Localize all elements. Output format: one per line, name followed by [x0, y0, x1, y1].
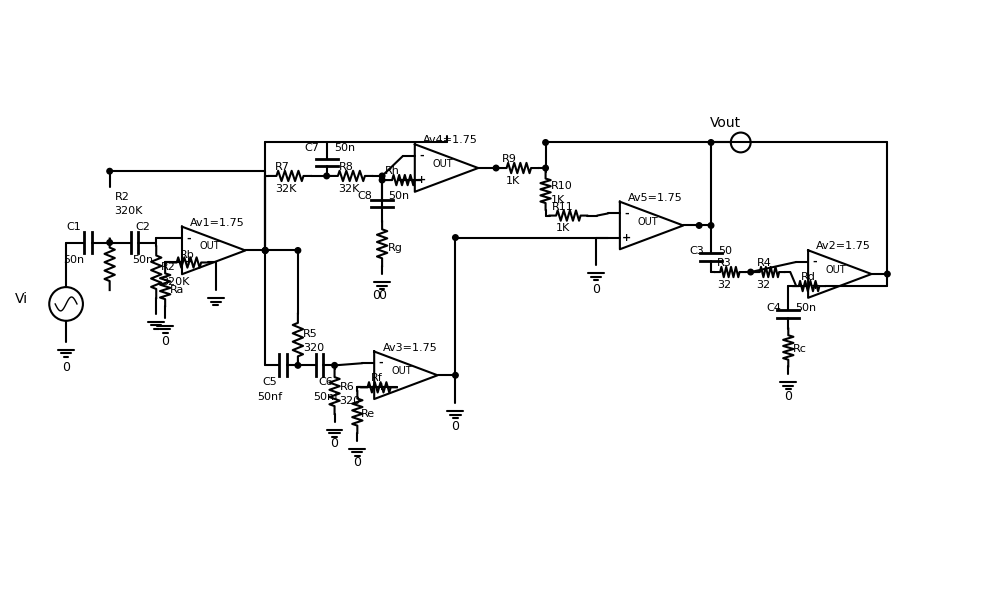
- Text: R3: R3: [717, 258, 732, 268]
- Text: OUT: OUT: [637, 216, 658, 226]
- Text: -: -: [419, 151, 424, 161]
- Circle shape: [453, 235, 458, 240]
- Circle shape: [262, 248, 268, 253]
- Text: 0: 0: [331, 437, 339, 450]
- Text: 320: 320: [340, 396, 361, 406]
- Circle shape: [708, 139, 714, 145]
- Circle shape: [379, 177, 385, 183]
- Text: 0: 0: [372, 289, 380, 302]
- Text: Vout: Vout: [710, 116, 741, 130]
- Text: +: +: [810, 281, 820, 291]
- Text: 320: 320: [303, 343, 324, 352]
- Text: 0: 0: [161, 335, 169, 348]
- Circle shape: [885, 271, 890, 277]
- Circle shape: [295, 362, 301, 368]
- Text: Ra: Ra: [170, 285, 184, 295]
- Text: R5: R5: [303, 328, 318, 339]
- Text: Rf: Rf: [371, 374, 383, 383]
- Text: C4: C4: [766, 303, 781, 313]
- Text: C8: C8: [357, 191, 372, 201]
- Text: 32K: 32K: [339, 184, 360, 194]
- Text: 50n: 50n: [335, 144, 356, 153]
- Text: R11: R11: [552, 201, 573, 212]
- Text: OUT: OUT: [432, 159, 453, 169]
- Text: 0: 0: [592, 283, 600, 296]
- Text: 320K: 320K: [115, 206, 143, 216]
- Text: 1K: 1K: [555, 224, 570, 234]
- Text: -: -: [813, 257, 817, 267]
- Text: 50n: 50n: [795, 303, 816, 313]
- Text: Re: Re: [361, 409, 375, 419]
- Text: Rb: Rb: [180, 250, 194, 260]
- Text: R6: R6: [340, 382, 354, 392]
- Circle shape: [453, 372, 458, 378]
- Text: 0: 0: [451, 420, 459, 433]
- Text: C1: C1: [67, 222, 81, 232]
- Text: OUT: OUT: [392, 367, 412, 376]
- Text: +: +: [622, 232, 631, 243]
- Text: R4: R4: [757, 258, 771, 268]
- Text: R2: R2: [161, 262, 176, 272]
- Text: C7: C7: [305, 144, 320, 153]
- Circle shape: [493, 165, 499, 171]
- Circle shape: [708, 223, 714, 228]
- Text: OUT: OUT: [199, 241, 220, 252]
- Text: R9: R9: [502, 154, 517, 164]
- Text: 32: 32: [757, 280, 771, 290]
- Text: Rg: Rg: [388, 243, 403, 253]
- Circle shape: [262, 248, 268, 253]
- Text: 0: 0: [62, 361, 70, 374]
- Text: 320K: 320K: [161, 277, 190, 287]
- Text: 50nf: 50nf: [313, 392, 338, 402]
- Circle shape: [696, 223, 702, 228]
- Text: 1K: 1K: [506, 176, 520, 186]
- Text: 0: 0: [353, 456, 361, 469]
- Text: R10: R10: [551, 181, 572, 191]
- Text: Av1=1.75: Av1=1.75: [190, 218, 245, 228]
- Text: -: -: [379, 358, 383, 368]
- Text: C3: C3: [689, 246, 704, 256]
- Text: 50nf: 50nf: [258, 392, 283, 402]
- Text: C6: C6: [318, 377, 333, 387]
- Text: -: -: [624, 209, 629, 219]
- Circle shape: [379, 173, 385, 179]
- Circle shape: [295, 248, 301, 253]
- Text: C5: C5: [263, 377, 278, 387]
- Circle shape: [748, 269, 753, 275]
- Circle shape: [107, 169, 112, 174]
- Circle shape: [107, 240, 112, 246]
- Text: 0: 0: [378, 289, 386, 302]
- Text: 32K: 32K: [275, 184, 296, 194]
- Circle shape: [332, 362, 337, 368]
- Circle shape: [262, 248, 268, 253]
- Text: Rd: Rd: [801, 272, 816, 282]
- Text: Av2=1.75: Av2=1.75: [816, 241, 871, 252]
- Circle shape: [543, 139, 548, 145]
- Text: 50n: 50n: [132, 255, 153, 265]
- Text: 50n: 50n: [388, 191, 409, 201]
- Circle shape: [543, 165, 548, 171]
- Text: 32: 32: [717, 280, 731, 290]
- Text: Vi: Vi: [15, 292, 28, 306]
- Text: 0: 0: [784, 390, 792, 402]
- Text: 1K: 1K: [551, 195, 565, 204]
- Text: Av5=1.75: Av5=1.75: [628, 193, 683, 203]
- Circle shape: [324, 173, 329, 179]
- Text: 50n: 50n: [63, 255, 85, 265]
- Text: +: +: [184, 257, 194, 268]
- Text: Rh: Rh: [385, 166, 400, 176]
- Text: R7: R7: [275, 162, 290, 172]
- Text: -: -: [187, 234, 191, 243]
- Text: +: +: [417, 175, 426, 185]
- Text: C2: C2: [135, 222, 150, 232]
- Text: Av4=1.75: Av4=1.75: [423, 135, 478, 145]
- Text: Rc: Rc: [793, 344, 807, 355]
- Text: +: +: [376, 382, 386, 392]
- Text: R2: R2: [115, 192, 130, 202]
- Text: 50: 50: [718, 246, 732, 256]
- Text: Av3=1.75: Av3=1.75: [382, 343, 437, 352]
- Text: R8: R8: [339, 162, 353, 172]
- Text: OUT: OUT: [826, 265, 846, 275]
